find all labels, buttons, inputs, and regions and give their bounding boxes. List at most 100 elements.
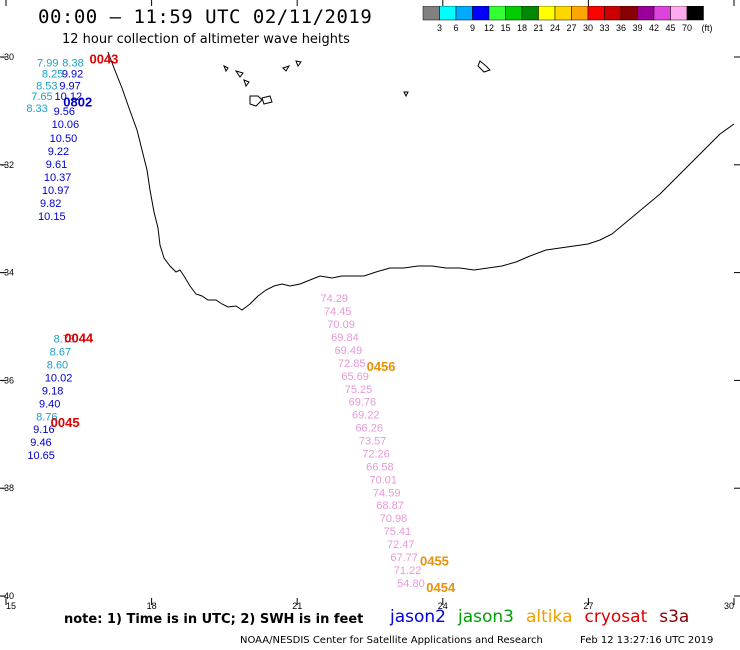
satellite-legend: jason2 jason3 altika cryosat s3a [390,607,701,627]
island-7 [295,60,302,68]
lat-tick-label: -34 [1,268,14,278]
wave-height-colorbar: 3 6 9 12 15 18 21 24 27 30 33 36 39 42 45 70 (ft) [422,6,713,33]
pass-time-label: 0454 [426,580,456,595]
colorbar-label: 9 [470,23,475,33]
wave-height-reading: 8.76 [36,411,57,423]
wave-height-reading: 70.01 [370,474,398,486]
wave-height-reading: 72.47 [387,539,415,551]
pass-time-label: 0043 [89,51,118,66]
south-africa-coastline [107,51,735,311]
colorbar-label: 45 [665,23,675,33]
colorbar-swatch [686,6,704,21]
wave-height-reading: 10.15 [38,211,66,223]
wave-height-reading: 71.22 [394,565,422,577]
colorbar-label: 15 [500,23,510,33]
wave-height-reading: 10.97 [42,185,70,197]
island-2 [234,70,244,78]
wave-height-reading: 10.12 [55,91,83,103]
altimeter-tracks: 7.99 8.388.259.92 8.53 9.97 7.65 10.12 8.33 9.5… [26,51,456,595]
colorbar-label: 18 [517,23,527,33]
colorbar-label: 30 [583,23,593,33]
wave-height-reading: 72.85 [338,358,366,370]
wave-height-reading: 74.59 [373,487,401,499]
colorbar-label: 21 [533,23,543,33]
colorbar-label: 33 [599,23,609,33]
wave-height-reading: 72.26 [362,448,390,460]
wave-height-reading: 74.29 [320,293,348,305]
island-8 [403,91,409,98]
wave-height-reading: 8.60 [47,360,68,372]
wave-height-reading: 70.09 [327,319,355,331]
wave-height-reading: 8.67 [50,347,71,359]
wave-height-reading: 9.97 [59,80,80,92]
wave-height-reading: 74.45 [324,306,352,318]
wave-height-reading: 10.65 [27,450,55,462]
wave-height-reading: 66.58 [366,461,394,473]
pass-time-label: 0045 [51,415,80,430]
wave-height-reading: 7.65 [31,91,52,103]
wave-height-reading: 67.77 [390,552,418,564]
wave-height-reading: 9.22 [48,146,69,158]
wave-height-reading: 9.46 [30,437,51,449]
wave-height-reading: 8.38 [62,58,83,70]
colorbar-label: 27 [566,23,576,33]
lat-tick-label: -38 [1,483,14,493]
lon-tick-label: 27 [583,601,593,610]
lat-tick-label: -30 [1,52,14,62]
legend-altika: altika [526,607,573,627]
lat-tick-label: -36 [1,375,14,385]
island-4 [249,95,263,107]
island-9 [477,60,491,73]
island-6 [282,65,291,72]
lon-tick-label: 24 [438,601,448,610]
map-axes: -30 -32 -34 -36 -38 -40 15 18 21 24 27 30 [0,0,740,610]
wave-height-reading: 69.49 [335,345,363,357]
wave-height-reading: 8.33 [26,103,47,115]
pass-time-label: 0456 [367,359,396,374]
colorbar-label: 70 [682,23,692,33]
wave-height-reading: 9.18 [42,385,63,397]
legend-s3a: s3a [659,607,690,627]
map-subtitle: 12 hour collection of altimeter wave hei… [62,32,350,47]
wave-height-reading: 10.50 [50,133,78,145]
wave-height-reading: 68.87 [376,500,404,512]
wave-height-reading: 66.26 [355,423,383,435]
legend-jason2: jason2 [390,607,446,627]
wave-height-reading: 73.57 [359,436,387,448]
wave-height-reading: 10.37 [44,172,72,184]
wave-height-reading: 69.22 [352,410,380,422]
wave-height-reading: 54.80 [397,578,425,590]
lon-tick-label: 21 [292,601,302,610]
island-1 [223,64,229,73]
wave-height-reading: 9.92 [62,68,83,80]
legend-jason3: jason3 [458,607,514,627]
island-5 [261,95,273,105]
pass-time-label: 0802 [63,95,92,110]
satellite-track: 8.738.678.6010.029.189.408.769.169.4610.… [27,331,94,462]
satellite-track: 74.2974.4570.0969.8469.4972.8565.6975.25… [320,293,455,595]
altimeter-map: -30 -32 -34 -36 -38 -40 15 18 21 24 27 30 7.99 8.38 8… [0,0,740,610]
wave-height-reading: 75.25 [345,384,373,396]
wave-height-reading: 9.56 [54,106,75,118]
lat-tick-label: -32 [1,160,14,170]
colorbar-label: 12 [484,23,494,33]
lat-tick-label: -40 [1,591,14,601]
pass-time-label: 0044 [64,331,94,346]
map-title: 00:00 – 11:59 UTC 02/11/2019 [38,6,373,28]
wave-height-reading: 69.76 [349,397,377,409]
satellite-track: 7.99 8.388.259.92 8.53 9.97 7.65 10.12 8.33 9.5… [26,51,118,222]
wave-height-reading: 9.16 [33,424,54,436]
colorbar-label: 36 [616,23,626,33]
lon-tick-label: 30 [724,601,734,610]
legend-cryosat: cryosat [584,607,648,627]
credit-line: NOAA/NESDIS Center for Satellite Applica… [240,635,543,646]
colorbar-label: 3 [437,23,442,33]
wave-height-reading: 69.84 [331,332,359,344]
pass-time-label: 0455 [420,553,449,568]
units-note: note: 1) Time is in UTC; 2) SWH is in fe… [64,612,364,627]
colorbar-label: 42 [649,23,659,33]
wave-height-reading: 9.40 [39,398,60,410]
wave-height-reading: 70.98 [380,513,408,525]
wave-height-reading: 7.99 [37,58,58,70]
colorbar-unit: (ft) [702,23,713,33]
